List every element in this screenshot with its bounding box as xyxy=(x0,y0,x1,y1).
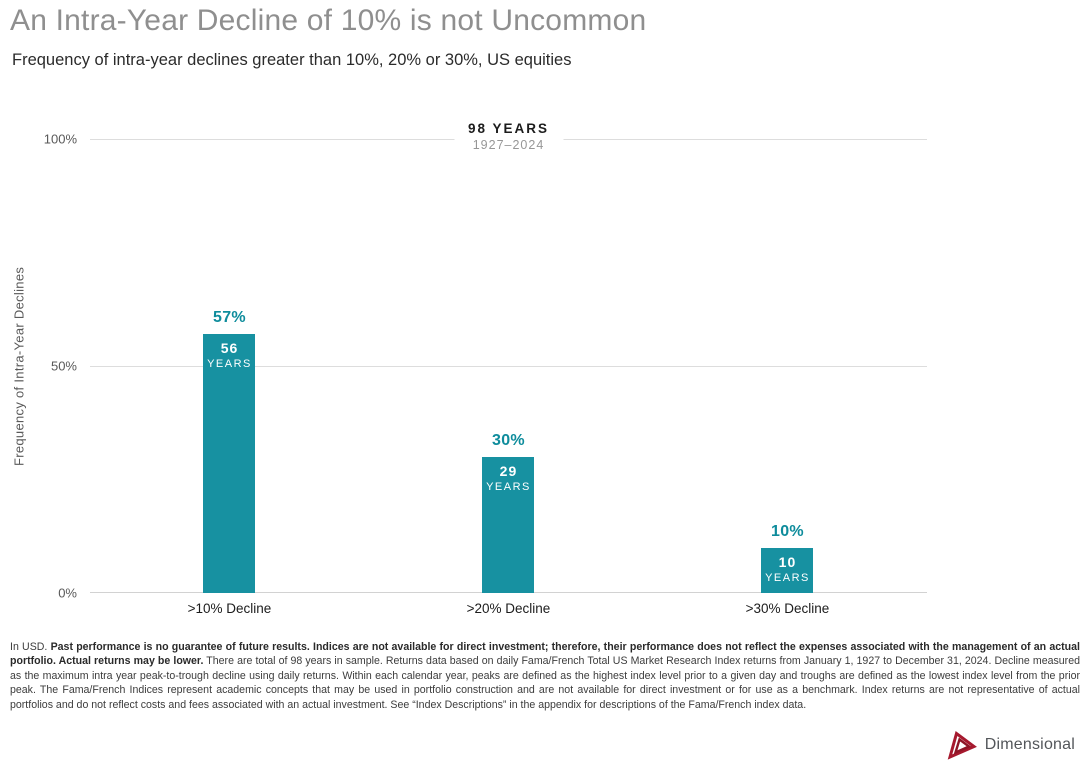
y-tick-0: 0% xyxy=(58,585,77,601)
footnote-bold-disclaimer: Past performance is no guarantee of futu… xyxy=(10,641,1080,668)
sample-period-annotation: 98 YEARS 1927–2024 xyxy=(453,120,564,153)
page-subtitle: Frequency of intra-year declines greater… xyxy=(12,51,572,69)
y-axis-title: Frequency of Intra-Year Declines xyxy=(11,266,27,466)
x-label-gt10: >10% Decline xyxy=(187,601,272,616)
disclosure-footnote: In USD. Past performance is no guarantee… xyxy=(10,640,1080,712)
bar-years-unit: YEARS xyxy=(765,571,810,584)
bar-years-count: 56 xyxy=(220,340,239,357)
bar-years-count: 29 xyxy=(499,462,518,479)
bar-years-unit: YEARS xyxy=(486,480,531,493)
bar-years-unit: YEARS xyxy=(207,358,252,371)
x-axis-labels: >10% Decline >20% Decline >30% Decline xyxy=(90,601,927,621)
annotation-period: 1927–2024 xyxy=(472,138,545,152)
annotation-total-years: 98 YEARS xyxy=(467,121,550,136)
dimensional-logo-icon xyxy=(947,730,977,760)
bar-value-label: 10% xyxy=(771,522,804,540)
dimensional-logo-text: Dimensional xyxy=(984,736,1075,753)
bar-gt20-decline: 29 YEARS xyxy=(482,456,535,593)
page-title: An Intra-Year Decline of 10% is not Unco… xyxy=(10,4,647,37)
bar-column-gt30: 10% 10 YEARS xyxy=(648,139,927,593)
bar-column-gt20: 30% 29 YEARS xyxy=(369,139,648,593)
bar-gt10-decline: 56 YEARS xyxy=(203,334,256,593)
footnote-prefix: In USD. xyxy=(10,641,51,653)
y-tick-50: 50% xyxy=(50,358,77,374)
bar-value-label: 30% xyxy=(492,431,525,449)
footnote-body: There are total of 98 years in sample. R… xyxy=(10,655,1080,711)
x-label-gt20: >20% Decline xyxy=(466,601,551,616)
bar-gt30-decline: 10 YEARS xyxy=(761,547,814,593)
bar-chart-plot-area: 100% 50% 0% 98 YEARS 1927–2024 57% 56 YE… xyxy=(44,120,927,601)
x-label-gt30: >30% Decline xyxy=(745,601,830,616)
bar-column-gt10: 57% 56 YEARS xyxy=(90,139,369,593)
dimensional-logo: Dimensional xyxy=(945,730,1075,760)
gridline-50pct xyxy=(90,366,927,367)
bar-value-label: 57% xyxy=(213,309,246,327)
bar-years-count: 10 xyxy=(778,553,797,570)
y-tick-100: 100% xyxy=(43,131,77,147)
